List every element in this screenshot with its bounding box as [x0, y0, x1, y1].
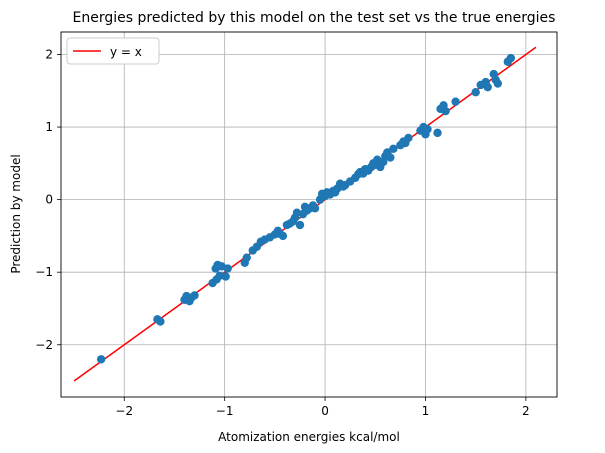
data-point	[433, 128, 442, 138]
data-point	[451, 97, 460, 106]
data-point	[156, 317, 165, 326]
y-tick-label: 1	[45, 120, 53, 134]
y-axis-label: Prediction by model	[9, 154, 23, 273]
data-point	[221, 272, 230, 281]
data-point	[190, 291, 199, 300]
y-tick-label: 0	[45, 193, 53, 207]
x-tick-label: 1	[422, 404, 430, 418]
y-tick-label: 2	[45, 47, 53, 61]
data-point	[278, 231, 288, 241]
x-tick-label: −2	[115, 404, 133, 418]
legend: y = x	[66, 37, 160, 65]
data-point	[310, 204, 320, 213]
data-point	[471, 88, 480, 97]
data-point	[404, 133, 413, 143]
x-tick-label: 0	[321, 404, 329, 418]
data-point	[295, 220, 305, 230]
plot-frame	[60, 31, 558, 398]
data-point	[441, 106, 450, 116]
y-tick-label: −2	[35, 338, 53, 352]
data-point	[386, 153, 395, 162]
data-point	[223, 264, 232, 273]
data-point	[483, 82, 492, 92]
data-point	[96, 355, 106, 364]
data-point	[389, 144, 398, 154]
data-point	[242, 253, 251, 262]
x-tick-label: 2	[522, 404, 530, 418]
axis-ticks: −2 −1 0 1 2 −2 −1 0 1 2	[35, 47, 529, 418]
data-point	[506, 53, 516, 63]
data-point	[493, 79, 502, 88]
y-tick-label: −1	[35, 265, 53, 279]
gridlines	[61, 32, 557, 397]
x-tick-label: −1	[216, 404, 234, 418]
legend-box	[66, 37, 160, 65]
scatter-points	[96, 53, 516, 364]
data-point	[423, 125, 432, 134]
legend-label: y = x	[110, 45, 142, 59]
chart-title: Energies predicted by this model on the …	[73, 10, 556, 26]
x-axis-label: Atomization energies kcal/mol	[218, 430, 400, 444]
